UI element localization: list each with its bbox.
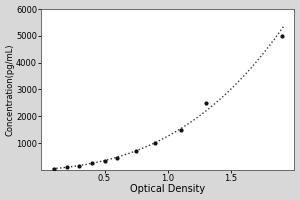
X-axis label: Optical Density: Optical Density — [130, 184, 206, 194]
Y-axis label: Concentration(pg/mL): Concentration(pg/mL) — [6, 43, 15, 136]
